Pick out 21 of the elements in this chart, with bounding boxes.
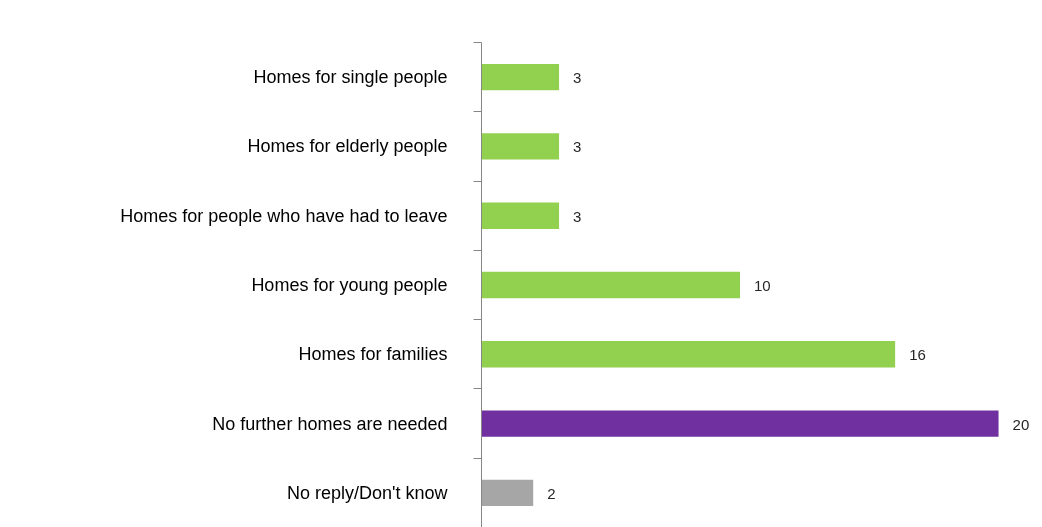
- data-label: 3: [573, 138, 582, 156]
- y-tick-label: Homes for young people: [251, 275, 448, 295]
- bar: [481, 479, 534, 507]
- data-label: 10: [754, 277, 771, 294]
- y-tick-label: Homes for families: [298, 344, 448, 365]
- y-tick-label: Homes for people who have had to leave: [120, 205, 448, 226]
- data-label: 2: [547, 484, 556, 502]
- y-tick-label: No reply/Don't know: [286, 482, 449, 503]
- data-label: 20: [1012, 415, 1030, 433]
- bar: [481, 133, 560, 160]
- y-tick-label: Homes for elderly people: [247, 136, 448, 157]
- y-tick-label: Homes for single people: [253, 67, 448, 88]
- bar: [481, 63, 560, 91]
- bar: [481, 341, 896, 368]
- bar: [481, 202, 560, 229]
- bar: [481, 271, 741, 299]
- y-tick-label: No further homes are needed: [212, 413, 448, 434]
- bar: [481, 410, 999, 437]
- data-label: 3: [573, 69, 582, 87]
- data-label: 16: [909, 346, 926, 364]
- data-label: 3: [573, 207, 582, 225]
